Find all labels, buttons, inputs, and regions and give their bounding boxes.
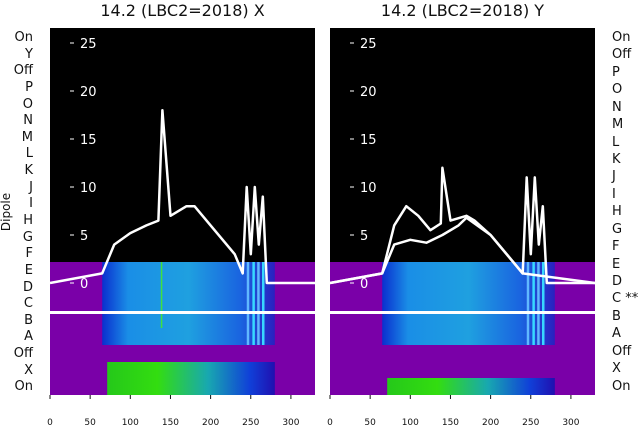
row-label: K bbox=[612, 152, 621, 167]
row-label: E bbox=[612, 256, 621, 272]
x-tick-label: 300 bbox=[562, 418, 580, 428]
row-label: On bbox=[14, 30, 33, 45]
x-tick-label: 300 bbox=[282, 418, 300, 428]
row-separator bbox=[330, 311, 595, 314]
panel-title-x: 14.2 (LBC2=2018) X bbox=[100, 1, 265, 20]
x-tick-label: 200 bbox=[202, 418, 220, 428]
row-label: Y bbox=[25, 46, 33, 62]
streak-mark bbox=[160, 262, 163, 328]
x-tick-label: 50 bbox=[84, 418, 96, 428]
row-label: H bbox=[612, 204, 622, 220]
row-label: P bbox=[612, 64, 620, 80]
overlay-tick-label: 15 bbox=[80, 133, 97, 148]
streak-mark bbox=[532, 262, 535, 345]
row-label: M bbox=[21, 129, 33, 145]
overlay-tick-label: 10 bbox=[80, 181, 97, 196]
row-label: Off bbox=[612, 47, 632, 63]
dipole-band bbox=[102, 262, 275, 345]
overlay-series-line bbox=[329, 216, 596, 285]
streak-mark bbox=[526, 262, 530, 345]
dipole-band bbox=[382, 262, 555, 345]
heatmap-panel-x: 0 5 10 15 20 25 bbox=[49, 28, 315, 399]
overlay-tick-label: 20 bbox=[360, 85, 377, 100]
row-label: Off bbox=[13, 63, 33, 79]
streak-mark bbox=[262, 262, 265, 345]
row-label: O bbox=[22, 96, 33, 112]
streak-mark bbox=[246, 262, 250, 345]
streak-mark bbox=[257, 262, 260, 345]
x-tick-label: 0 bbox=[47, 418, 53, 428]
row-label: X bbox=[24, 362, 33, 378]
row-label: N bbox=[612, 99, 622, 115]
heatmap-panel-y: 0 5 10 15 20 25 bbox=[329, 28, 596, 399]
row-label: J bbox=[612, 169, 616, 185]
x-tick-label: 200 bbox=[482, 418, 500, 428]
row-label: On bbox=[612, 30, 631, 45]
row-label: I bbox=[612, 186, 616, 202]
row-label: C ** bbox=[612, 291, 639, 307]
row-label: P bbox=[25, 79, 33, 95]
streak-mark bbox=[252, 262, 255, 345]
x-tick-label: 50 bbox=[364, 418, 376, 428]
row-label: O bbox=[612, 82, 623, 98]
row-label: A bbox=[24, 329, 33, 345]
panel-title-y: 14.2 (LBC2=2018) Y bbox=[380, 1, 545, 20]
row-label: M bbox=[612, 117, 624, 133]
row-label: K bbox=[24, 163, 33, 179]
overlay-series-line bbox=[329, 166, 595, 285]
overlay-tick-label: 25 bbox=[80, 37, 97, 52]
overlay-tick-label: 10 bbox=[360, 181, 377, 196]
lower-band bbox=[107, 362, 275, 395]
overlay-tick-label: 25 bbox=[360, 37, 377, 52]
row-label: Off bbox=[13, 346, 33, 362]
row-label: I bbox=[29, 196, 33, 212]
overlay-series-line bbox=[49, 108, 315, 285]
x-tick-label: 100 bbox=[401, 418, 419, 428]
row-label: L bbox=[25, 146, 33, 162]
row-separator bbox=[50, 311, 315, 314]
row-label: B bbox=[612, 308, 621, 324]
streak-mark bbox=[537, 262, 540, 345]
overlay-tick-label: 15 bbox=[360, 133, 377, 148]
row-label: B bbox=[24, 312, 33, 328]
overlay-background bbox=[50, 28, 315, 262]
row-label: Off bbox=[612, 343, 632, 359]
overlay-tick-label: 5 bbox=[360, 229, 368, 244]
overlay-tick-label: 20 bbox=[80, 85, 97, 100]
row-label: D bbox=[612, 274, 623, 289]
row-label: F bbox=[612, 239, 620, 255]
lower-band bbox=[387, 378, 555, 395]
row-label: On bbox=[612, 378, 631, 394]
x-tick-label: 250 bbox=[242, 418, 260, 428]
x-tick-label: 150 bbox=[161, 418, 180, 428]
row-label: A bbox=[612, 326, 621, 342]
x-tick-label: 0 bbox=[327, 418, 333, 428]
overlay-tick-label: 0 bbox=[80, 277, 88, 292]
row-label: F bbox=[25, 246, 33, 262]
row-label: H bbox=[23, 213, 33, 228]
row-label: G bbox=[612, 221, 623, 237]
row-label: L bbox=[612, 134, 620, 150]
row-label: C bbox=[23, 296, 33, 312]
x-tick-label: 250 bbox=[522, 418, 540, 428]
row-label: N bbox=[23, 113, 33, 129]
overlay-tick-label: 0 bbox=[360, 277, 368, 292]
row-label: E bbox=[24, 262, 33, 278]
x-tick-label: 100 bbox=[121, 418, 139, 428]
row-label: G bbox=[22, 229, 33, 245]
row-label: X bbox=[612, 361, 621, 377]
overlay-tick-label: 5 bbox=[80, 229, 88, 244]
x-tick-label: 150 bbox=[441, 418, 460, 428]
row-label: On bbox=[14, 379, 33, 395]
row-label: J bbox=[29, 179, 33, 195]
streak-mark bbox=[542, 262, 545, 345]
row-label: D bbox=[22, 279, 33, 295]
